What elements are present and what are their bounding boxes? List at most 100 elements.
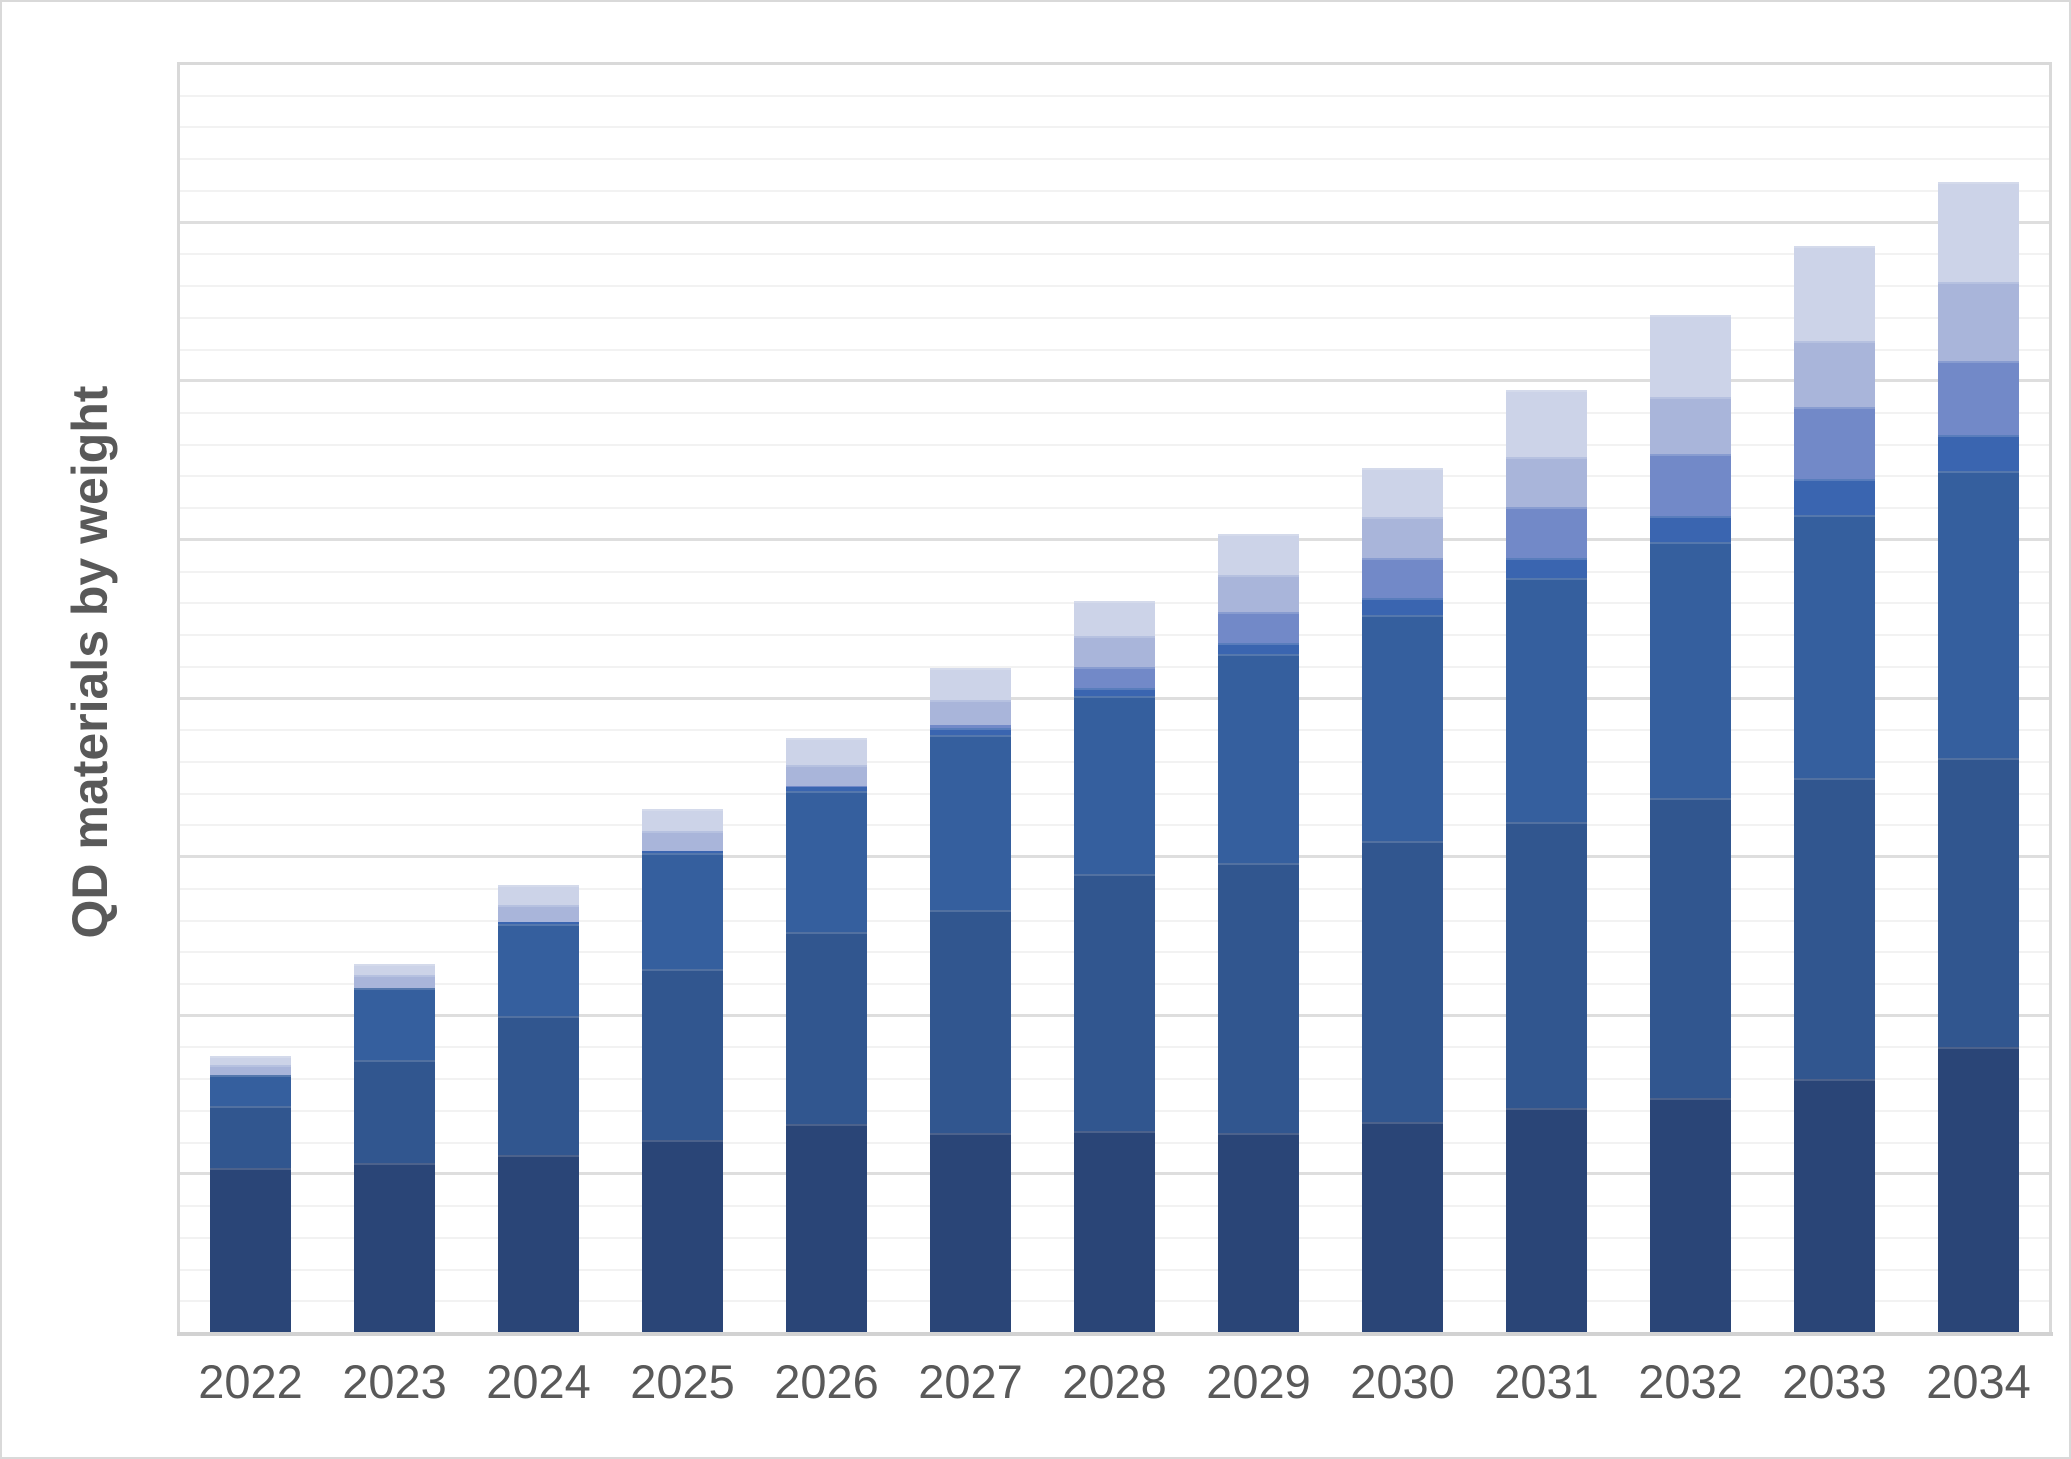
bar-segment (1794, 778, 1875, 1080)
bar-segment (1074, 1131, 1155, 1333)
bar-2025 (642, 808, 723, 1333)
bar-segment (642, 808, 723, 831)
minor-gridline (179, 285, 2050, 288)
bar-segment (1218, 1132, 1299, 1333)
bar-segment (930, 668, 1011, 700)
bar-segment (1218, 612, 1299, 643)
bar-segment (1362, 557, 1443, 599)
minor-gridline (179, 570, 2050, 573)
x-axis-label: 2034 (1926, 1355, 2031, 1408)
bar-segment (1938, 1047, 2019, 1333)
bar-segment (1362, 614, 1443, 841)
x-axis-label: 2027 (918, 1355, 1023, 1408)
bar-segment (1506, 821, 1587, 1109)
x-axis-label: 2026 (774, 1355, 879, 1408)
bar-segment (354, 1060, 435, 1163)
bar-2031 (1506, 390, 1587, 1333)
minor-gridline (179, 443, 2050, 446)
bar-segment (930, 1132, 1011, 1333)
bar-segment (1506, 1108, 1587, 1333)
x-axis-label: 2028 (1062, 1355, 1167, 1408)
major-gridline (179, 379, 2050, 383)
bar-segment (1218, 863, 1299, 1133)
bar-segment (1938, 758, 2019, 1048)
bar-segment (930, 910, 1011, 1133)
bar-segment (354, 987, 435, 1061)
x-axis-label: 2030 (1350, 1355, 1455, 1408)
bar-segment (210, 1056, 291, 1066)
bar-segment (1650, 396, 1731, 454)
bar-segment (354, 1162, 435, 1333)
bar-segment (1218, 642, 1299, 655)
minor-gridline (179, 126, 2050, 129)
bar-segment (930, 727, 1011, 736)
bar-segment (1074, 666, 1155, 689)
bar-segment (498, 1015, 579, 1156)
minor-gridline (179, 507, 2050, 510)
bar-segment (1506, 457, 1587, 507)
minor-gridline (179, 316, 2050, 319)
minor-gridline (179, 348, 2050, 351)
major-gridline (179, 537, 2050, 541)
bar-segment (786, 1123, 867, 1333)
bar-segment (1938, 182, 2019, 283)
bar-segment (786, 737, 867, 765)
bar-2029 (1218, 533, 1299, 1333)
bar-segment (642, 853, 723, 969)
bar-segment (1650, 1098, 1731, 1333)
bar-2032 (1650, 315, 1731, 1333)
bar-segment (1938, 471, 2019, 759)
bar-segment (1218, 575, 1299, 613)
bar-segment (642, 968, 723, 1141)
bar-segment (210, 1075, 291, 1106)
bar-segment (1650, 542, 1731, 798)
bar-segment (930, 735, 1011, 911)
bar-segment (1074, 873, 1155, 1132)
plot-border-left (177, 62, 180, 1333)
minor-gridline (179, 158, 2050, 161)
bar-segment (1506, 390, 1587, 458)
bar-segment (1362, 598, 1443, 615)
bar-2033 (1794, 245, 1875, 1333)
bar-segment (930, 699, 1011, 726)
plot-area (177, 62, 2053, 1336)
bar-segment (786, 932, 867, 1124)
bar-segment (642, 830, 723, 851)
x-axis-label: 2031 (1494, 1355, 1599, 1408)
bar-2022 (210, 1056, 291, 1333)
bar-segment (1074, 688, 1155, 696)
bar-segment (1074, 600, 1155, 637)
x-axis-label: 2024 (486, 1355, 591, 1408)
bar-segment (1218, 533, 1299, 576)
bar-segment (1506, 557, 1587, 578)
x-axis-label: 2029 (1206, 1355, 1311, 1408)
minor-gridline (179, 253, 2050, 256)
bar-segment (1794, 1079, 1875, 1333)
bar-2028 (1074, 600, 1155, 1333)
plot-border-top (179, 62, 2050, 65)
bar-segment (1362, 1122, 1443, 1333)
x-axis-label: 2023 (342, 1355, 447, 1408)
x-axis-label: 2022 (198, 1355, 303, 1408)
bar-segment (1794, 340, 1875, 407)
bar-segment (642, 850, 723, 854)
bar-segment (1362, 517, 1443, 558)
bar-segment (1938, 282, 2019, 361)
bar-segment (1074, 636, 1155, 667)
bar-segment (210, 1168, 291, 1333)
minor-gridline (179, 189, 2050, 192)
bar-segment (1794, 245, 1875, 341)
bar-segment (354, 975, 435, 988)
minor-gridline (179, 94, 2050, 97)
bar-segment (498, 885, 579, 906)
bar-segment (1650, 453, 1731, 516)
bar-segment (498, 1155, 579, 1333)
major-gridline (179, 220, 2050, 224)
bar-segment (786, 791, 867, 933)
bar-segment (786, 764, 867, 787)
x-axis-line (177, 1332, 2053, 1336)
bar-segment (498, 905, 579, 922)
bar-segment (1074, 695, 1155, 874)
bar-segment (786, 787, 867, 792)
